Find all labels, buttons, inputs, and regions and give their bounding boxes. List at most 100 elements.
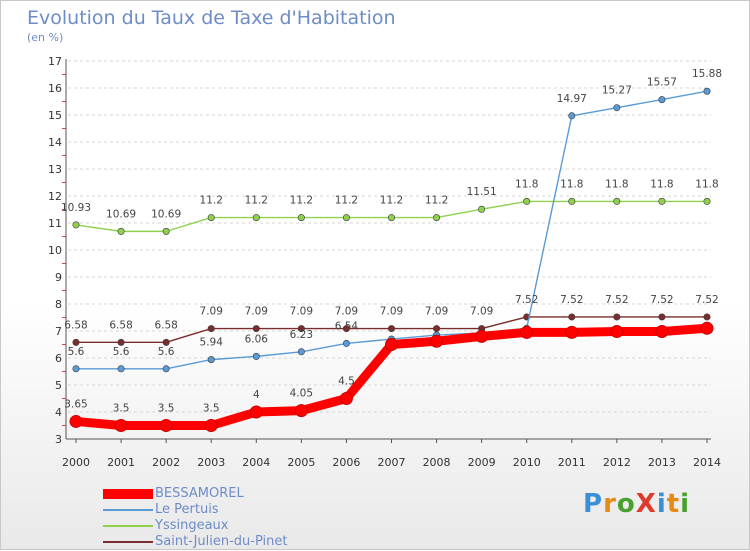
y-tick-label: 4 [55,406,62,419]
data-label: 4.5 [338,376,355,388]
data-point [658,197,666,205]
data-point [568,112,576,120]
data-point [385,338,398,351]
legend-label: Saint-Julien-du-Pinet [155,534,288,549]
data-point [72,338,80,346]
data-label: 3.65 [64,398,87,410]
y-tick-label: 10 [48,244,62,257]
y-tick-label: 9 [55,271,62,284]
data-point [162,227,170,235]
chart-title: Evolution du Taux de Taxe d'Habitation [27,7,396,29]
data-point [342,214,350,222]
data-label: 11.2 [245,195,268,207]
data-point [475,329,489,343]
data-point [478,205,486,213]
logo-letter: P [583,489,604,519]
data-label: 7.09 [335,306,358,318]
logo-letter: i [680,489,691,519]
data-point [433,214,441,222]
y-tick-label: 6 [55,352,62,365]
x-tick-label: 2006 [332,456,360,469]
x-tick-label: 2005 [287,456,315,469]
y-tick-label: 12 [48,190,62,203]
data-label: 10.93 [61,202,91,214]
data-label: 7.52 [515,294,538,306]
data-point [117,338,125,346]
data-point [655,325,669,339]
x-tick-label: 2014 [693,456,721,469]
y-tick-label: 13 [48,163,62,176]
data-label: 11.2 [200,195,223,207]
data-point [159,419,173,432]
data-point [387,214,395,222]
data-label: 6.58 [154,319,177,331]
y-tick-label: 11 [48,217,62,230]
y-tick-label: 7 [55,325,62,338]
data-point [252,352,260,360]
data-point [658,313,666,321]
legend-swatch [103,525,153,527]
data-label: 11.8 [515,178,538,190]
data-point [207,214,215,222]
legend-swatch [103,489,153,499]
data-label: 10.69 [151,208,181,220]
axes: 3 4 5 6 7 8 9 10 11 12 13 14 15 16 17 2000 2001 2002 2003 2… [48,55,721,469]
legend-label: BESSAMOREL [155,486,244,501]
data-point [520,325,534,339]
y-tick-label: 14 [48,136,62,149]
x-tick-label: 2008 [423,456,451,469]
data-label: 7.09 [290,306,313,318]
data-point [568,313,576,321]
data-point [162,365,170,373]
data-point [430,334,444,348]
data-labels: 3.65 3.5 3.5 3.5 4 4.05 4.5 5.6 5.6 5.6 5.94 6.06 6.… [61,68,722,414]
data-label: 7.09 [470,306,493,318]
data-point [700,321,714,335]
data-point [703,313,711,321]
logo-letter: o [616,489,636,519]
data-label: 11.2 [290,195,313,207]
data-label: 4.05 [290,388,313,400]
legend-swatch [103,509,153,511]
data-label: 5.6 [158,346,175,358]
data-point [117,365,125,373]
data-label: 7.52 [605,294,628,306]
data-label: 3.5 [113,403,130,415]
data-point [703,87,711,95]
data-label: 5.6 [68,346,85,358]
data-label: 6.23 [290,329,313,341]
data-point [613,104,621,112]
data-label: 5.94 [200,337,224,349]
data-label: 11.8 [605,178,628,190]
data-point [249,405,263,419]
x-tick-label: 2001 [107,456,135,469]
data-label: 6.58 [109,319,132,331]
data-label: 7.52 [560,294,583,306]
data-label: 6.06 [245,333,269,345]
y-unit-label: (en %) [27,31,64,44]
data-label: 7.09 [245,306,268,318]
data-point [610,325,624,339]
data-label: 4 [253,389,260,401]
legend-label: Yssingeaux [155,518,229,533]
data-point [297,325,305,333]
data-point [658,96,666,104]
y-tick-label: 15 [48,109,62,122]
data-label: 11.2 [425,195,448,207]
y-tick-label: 8 [55,298,62,311]
data-point [162,338,170,346]
data-point [568,197,576,205]
proxiti-logo: ProXiti [583,489,690,519]
legend-swatch [103,541,153,543]
data-point [297,214,305,222]
legend-label: Le Pertuis [155,502,219,517]
grid [68,60,711,440]
data-label: 7.09 [425,306,448,318]
data-point [342,339,350,347]
data-point [294,404,308,418]
data-point [339,392,353,405]
data-label: 7.09 [380,306,403,318]
data-label: 15.27 [602,85,632,97]
